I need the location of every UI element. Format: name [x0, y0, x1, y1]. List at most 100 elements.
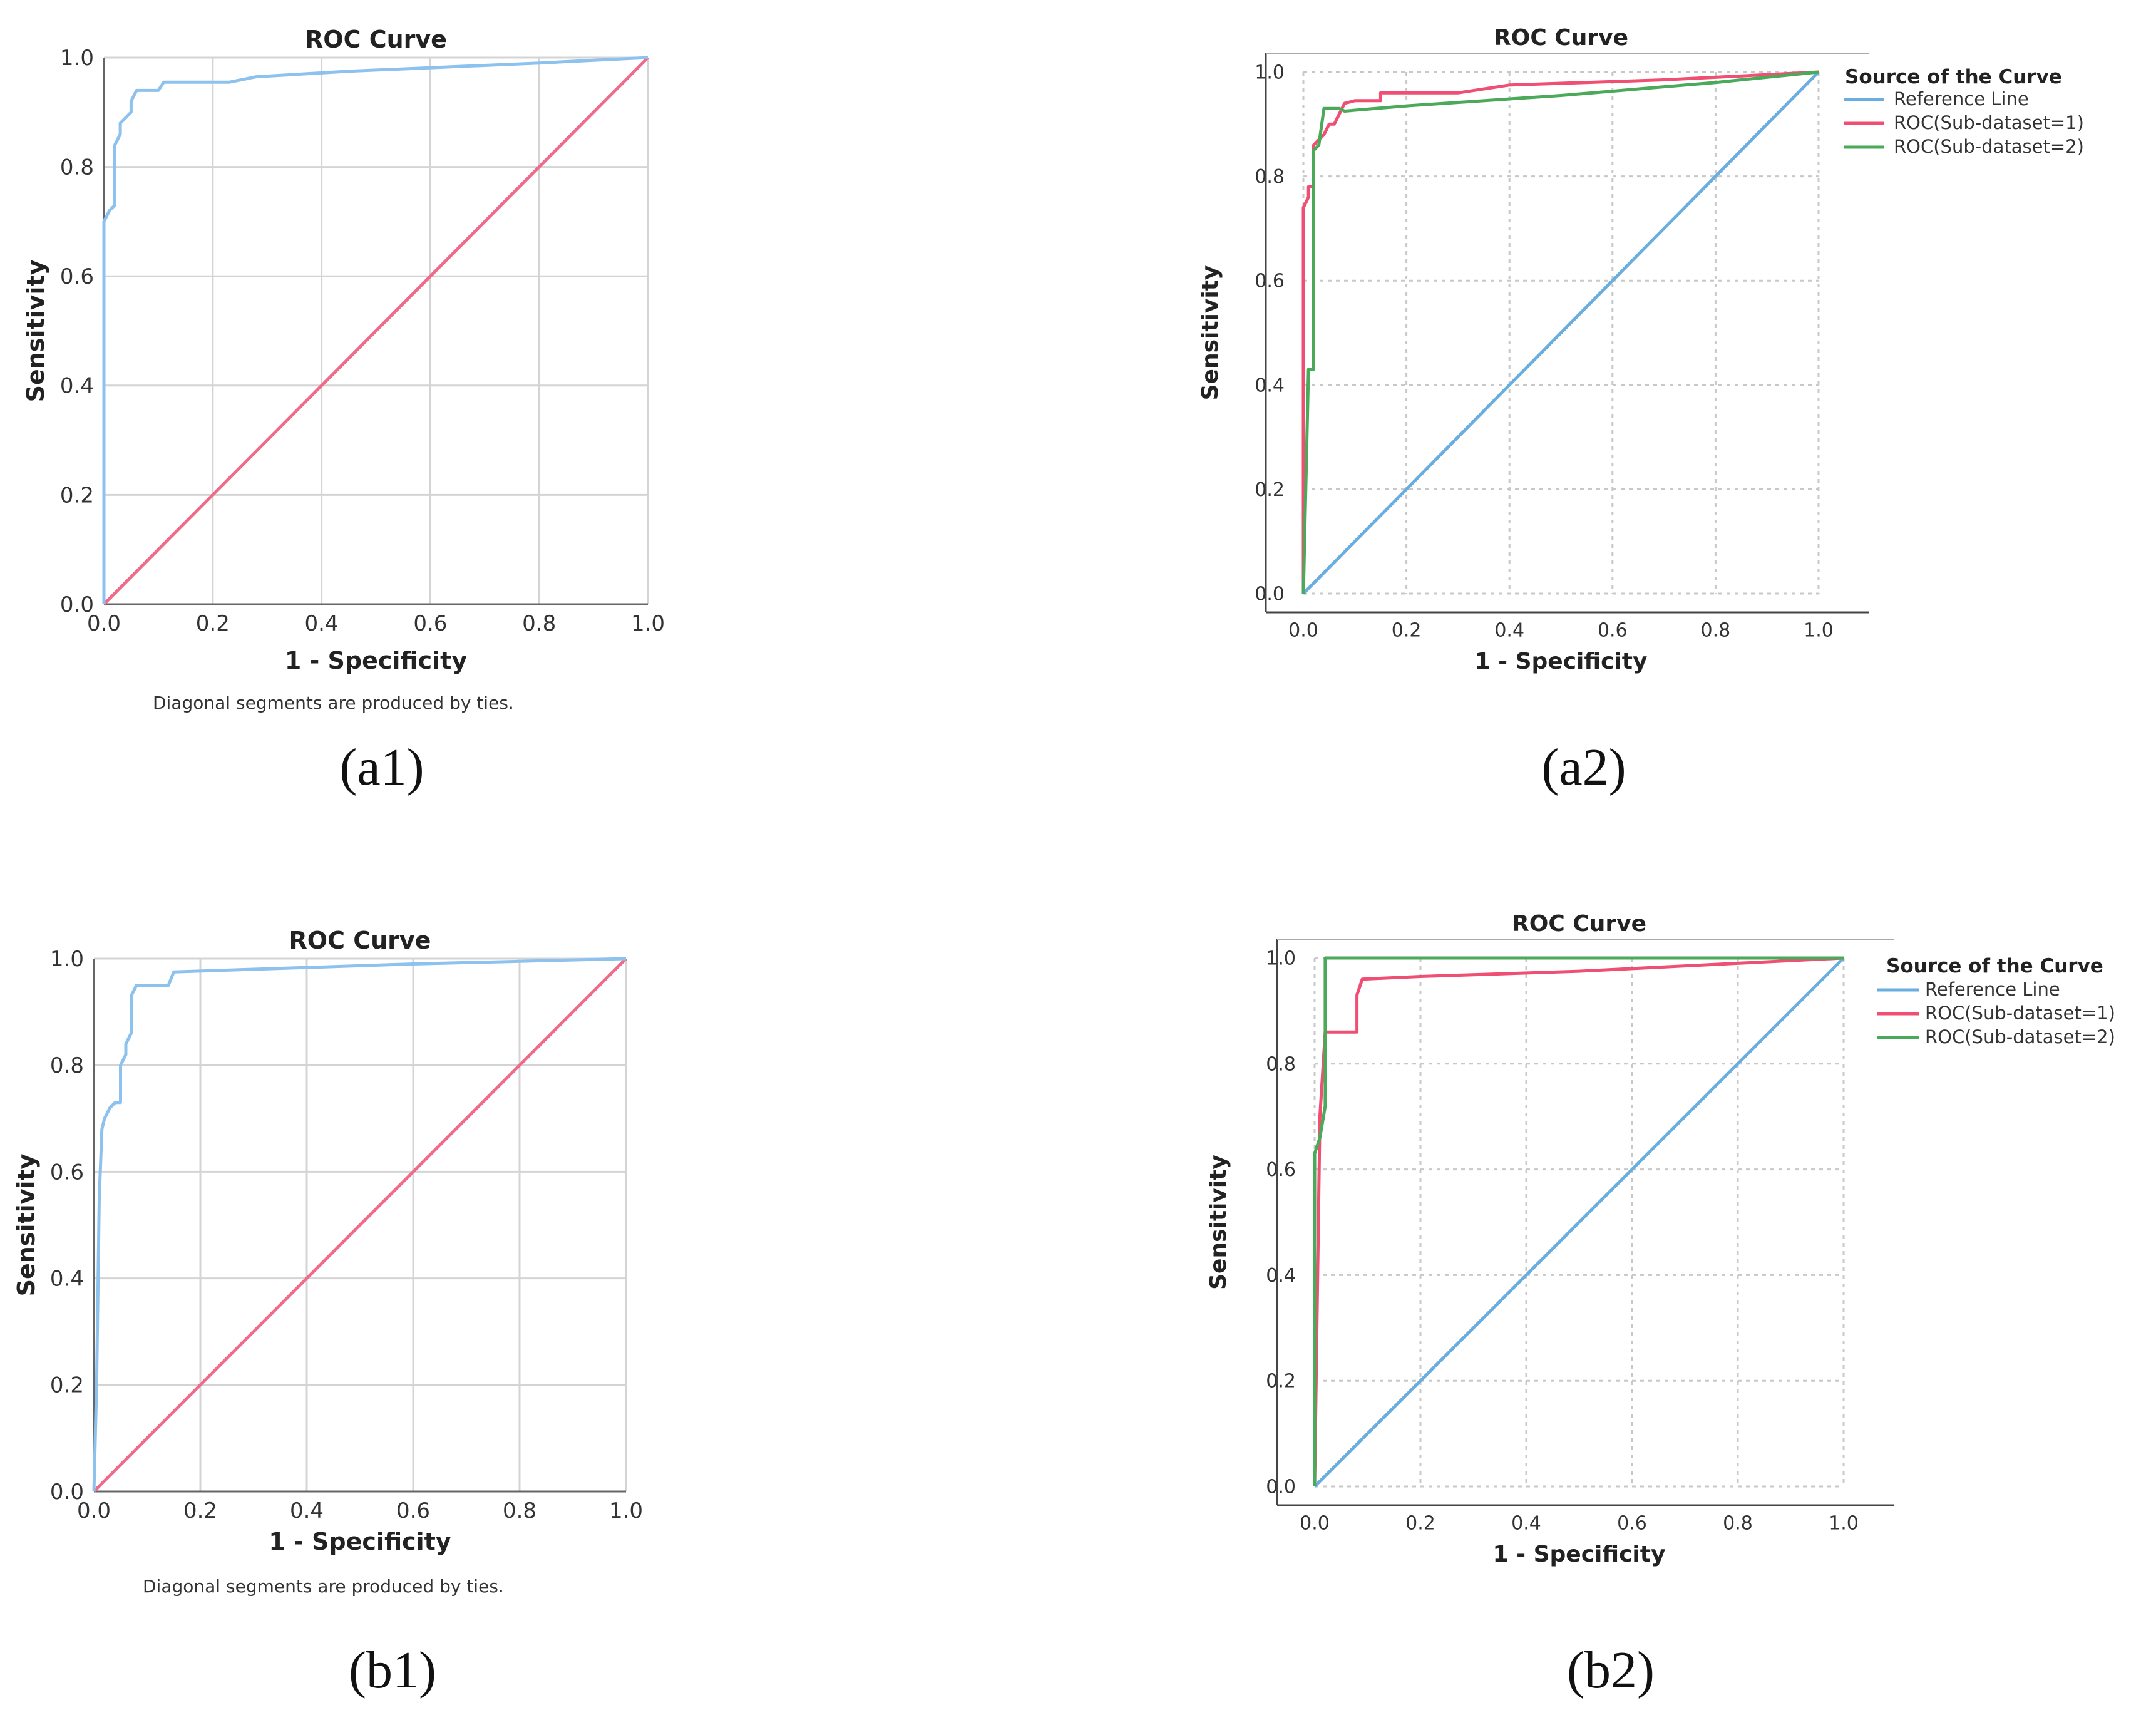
panel-label-b2-text: (b2) — [1567, 1641, 1655, 1699]
legend-title: Source of the Curve — [1845, 66, 2062, 88]
x-tick-label: 0.4 — [1511, 1513, 1541, 1535]
roc-chart-a2: 0.0 0.2 0.4 0.6 0.8 1.0 0.0 0.2 0.4 0.6 0.8 1.0 ROC … — [1198, 25, 2084, 674]
panel-label-b1-text: (b1) — [349, 1641, 436, 1699]
ties-note: Diagonal segments are produced by ties. — [153, 693, 514, 713]
chart-title: ROC Curve — [1512, 911, 1646, 937]
y-tick-label: 0.8 — [60, 155, 94, 180]
y-tick-label: 0.8 — [1255, 166, 1285, 188]
y-tick-label: 0.0 — [1255, 584, 1285, 605]
tick-labels: 0.0 0.2 0.4 0.6 0.8 1.0 0.0 0.2 0.4 0.6 0.8 1.0 — [50, 947, 643, 1523]
y-tick-label: 0.6 — [1266, 1159, 1296, 1181]
legend-entry: ROC(Sub-dataset=1) — [1894, 112, 2084, 133]
y-tick-label: 0.0 — [50, 1480, 84, 1505]
reference-line — [103, 56, 649, 605]
panel-label-a1: (a1) — [339, 738, 424, 796]
y-tick-label: 0.2 — [60, 483, 94, 508]
legend-entry: Reference Line — [1894, 88, 2029, 110]
y-tick-label: 0.4 — [1266, 1265, 1296, 1287]
y-tick-label: 0.2 — [1255, 479, 1285, 501]
x-tick-label: 0.8 — [1723, 1513, 1753, 1535]
tick-labels: 0.0 0.2 0.4 0.6 0.8 1.0 0.0 0.2 0.4 0.6 0.8 1.0 — [1266, 948, 1859, 1535]
x-tick-label: 0.8 — [522, 611, 556, 636]
roc-chart-b1: 0.0 0.2 0.4 0.6 0.8 1.0 0.0 0.2 0.4 0.6 0.8 1.0 ROC … — [13, 927, 643, 1597]
axes — [93, 959, 626, 1493]
roc-chart-b2: 0.0 0.2 0.4 0.6 0.8 1.0 0.0 0.2 0.4 0.6 0.8 1.0 ROC … — [1206, 911, 2115, 1567]
series-lines — [102, 56, 649, 605]
y-axis-label: Sensitivity — [1198, 265, 1223, 401]
y-tick-label: 1.0 — [1266, 948, 1296, 970]
y-tick-label: 0.6 — [50, 1160, 84, 1185]
x-tick-label: 0.2 — [1392, 620, 1422, 642]
x-tick-label: 0.0 — [77, 1498, 111, 1523]
roc-line — [92, 957, 627, 1492]
y-tick-label: 0.4 — [60, 374, 94, 399]
roc-chart-a1: 0.0 0.2 0.4 0.6 0.8 1.0 0.0 0.2 0.4 0.6 0.8 1.0 ROC … — [22, 26, 665, 713]
y-tick-label: 0.4 — [1255, 374, 1285, 396]
roc-line — [102, 56, 649, 604]
axes — [1265, 53, 1869, 614]
x-tick-label: 0.6 — [413, 611, 447, 636]
y-axis-label: Sensitivity — [13, 1153, 40, 1296]
x-tick-label: 0.6 — [396, 1498, 430, 1523]
series-lines — [1313, 956, 1845, 1488]
y-tick-label: 0.6 — [60, 264, 94, 289]
x-axis-label: 1 - Specificity — [285, 647, 467, 674]
x-tick-label: 1.0 — [609, 1498, 643, 1523]
y-tick-label: 0.8 — [1266, 1053, 1296, 1075]
y-tick-label: 1.0 — [60, 46, 94, 71]
x-tick-label: 1.0 — [1829, 1513, 1859, 1535]
x-tick-label: 0.8 — [503, 1498, 536, 1523]
x-tick-label: 0.6 — [1598, 620, 1628, 642]
roc-line-sub-dataset-1 — [1313, 956, 1844, 1487]
y-axis-label: Sensitivity — [1206, 1155, 1231, 1290]
panel-label-a2: (a2) — [1541, 738, 1626, 796]
reference-line — [93, 957, 627, 1493]
x-tick-label: 0.4 — [290, 1498, 324, 1523]
y-tick-label: 0.4 — [50, 1267, 84, 1292]
chart-title: ROC Curve — [305, 26, 447, 53]
x-tick-label: 0.0 — [1300, 1513, 1330, 1535]
legend-entry: ROC(Sub-dataset=2) — [1925, 1026, 2115, 1048]
panel-label-b2: (b2) — [1567, 1641, 1655, 1699]
x-tick-label: 0.2 — [1405, 1513, 1435, 1535]
x-tick-label: 0.4 — [1494, 620, 1524, 642]
chart-title: ROC Curve — [289, 927, 431, 954]
legend-title: Source of the Curve — [1886, 955, 2103, 977]
axes — [1276, 939, 1894, 1506]
y-tick-label: 0.2 — [50, 1373, 84, 1398]
panel-label-b1: (b1) — [349, 1641, 436, 1699]
y-tick-label: 0.0 — [60, 592, 94, 617]
x-tick-label: 0.0 — [1288, 620, 1318, 642]
x-tick-label: 0.0 — [87, 611, 121, 636]
x-tick-label: 0.2 — [183, 1498, 217, 1523]
x-axis-label: 1 - Specificity — [1493, 1542, 1666, 1567]
ties-note: Diagonal segments are produced by ties. — [143, 1576, 504, 1597]
reference-line — [1313, 957, 1845, 1488]
x-tick-label: 0.6 — [1617, 1513, 1647, 1535]
roc-line-sub-dataset-1 — [1301, 70, 1819, 594]
x-tick-label: 1.0 — [631, 611, 665, 636]
x-tick-label: 1.0 — [1804, 620, 1834, 642]
reference-line — [1302, 71, 1820, 595]
x-axis-label: 1 - Specificity — [269, 1528, 451, 1555]
roc-line-sub-dataset-2 — [1301, 70, 1819, 594]
tick-labels: 0.0 0.2 0.4 0.6 0.8 1.0 0.0 0.2 0.4 0.6 0.8 1.0 — [60, 46, 665, 636]
y-tick-label: 0.0 — [1266, 1476, 1296, 1498]
tick-labels: 0.0 0.2 0.4 0.6 0.8 1.0 0.0 0.2 0.4 0.6 0.8 1.0 — [1255, 62, 1834, 642]
x-tick-label: 0.2 — [196, 611, 230, 636]
panel-label-a2-text: (a2) — [1541, 738, 1626, 796]
x-axis-label: 1 - Specificity — [1475, 649, 1648, 674]
legend-entry: ROC(Sub-dataset=1) — [1925, 1002, 2115, 1024]
y-tick-label: 0.8 — [50, 1053, 84, 1078]
x-tick-label: 0.8 — [1701, 620, 1731, 642]
y-tick-label: 0.2 — [1266, 1371, 1296, 1393]
series-lines — [1301, 70, 1820, 595]
y-axis-label: Sensitivity — [22, 259, 49, 402]
roc-line-sub-dataset-2 — [1313, 956, 1844, 1486]
gridlines — [103, 56, 649, 605]
legend-entry: Reference Line — [1925, 979, 2060, 1000]
